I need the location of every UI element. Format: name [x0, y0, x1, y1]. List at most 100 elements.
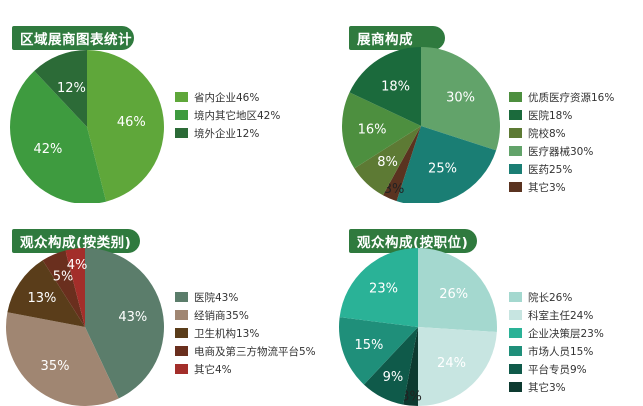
chart-title: 观众构成(按类别): [20, 235, 132, 251]
legend-swatch: [509, 382, 522, 392]
legend-item: 经销商35%: [175, 306, 316, 324]
legend-item: 市场人员15%: [509, 342, 604, 360]
legend-item: 境外企业12%: [175, 124, 280, 142]
legend-swatch: [509, 328, 522, 338]
pie-slice: [85, 248, 165, 399]
legend-label: 境内其它地区42%: [194, 109, 281, 122]
pie-slice: [363, 327, 418, 405]
pie-slice: [42, 250, 85, 327]
legend-swatch: [175, 328, 188, 338]
pie-slice: [10, 70, 107, 203]
legend-label: 平台专员9%: [528, 363, 587, 376]
legend-label: 院长26%: [528, 291, 573, 304]
legend-swatch: [175, 346, 188, 356]
chart-legend: 优质医疗资源16% 医院18% 院校8% 医疗器械30% 医药25% 其它3%: [509, 88, 614, 196]
legend-label: 企业决策层23%: [528, 327, 604, 340]
legend-item: 医药25%: [509, 160, 614, 178]
slice-percent-label: 12%: [57, 81, 86, 96]
pie-slice: [403, 327, 418, 406]
pie-slice: [6, 312, 119, 406]
legend-item: 其它4%: [175, 360, 316, 378]
pie-slice: [65, 248, 85, 327]
legend-label: 市场人员15%: [528, 345, 594, 358]
legend-label: 医疗器械30%: [528, 145, 594, 158]
pie-slice: [87, 50, 164, 202]
pie-slice: [349, 47, 421, 126]
slice-percent-label: 42%: [33, 142, 62, 157]
chart-title: 展商构成: [357, 32, 413, 48]
legend-label: 科室主任24%: [528, 309, 594, 322]
legend-label: 经销商35%: [194, 309, 249, 322]
slice-percent-label: 5%: [53, 270, 74, 285]
legend-swatch: [509, 128, 522, 138]
legend-swatch: [175, 310, 188, 320]
legend-swatch: [175, 364, 188, 374]
legend-swatch: [509, 346, 522, 356]
chart-panel-exhibitors: 展商构成 30% 25% 3% 8% 16% 18% 优质医疗资源16% 医院18% 院校8%…: [321, 0, 642, 203]
slice-percent-label: 24%: [437, 356, 466, 371]
slice-percent-label: 35%: [41, 359, 70, 374]
legend-label: 院校8%: [528, 127, 566, 140]
chart-title-bar: 展商构成: [349, 26, 445, 50]
legend-label: 其它4%: [194, 363, 232, 376]
pie-slice: [382, 126, 421, 202]
legend-swatch: [175, 128, 188, 138]
slice-percent-label: 3%: [384, 182, 405, 197]
slice-percent-label: 4%: [67, 258, 88, 273]
chart-panel-region: 区域展商图表统计 46% 42% 12% 省内企业46% 境内其它地区42% 境外企业1…: [0, 0, 321, 203]
pie-slice: [421, 47, 500, 151]
slice-percent-label: 26%: [439, 287, 468, 302]
chart-legend: 院长26% 科室主任24% 企业决策层23% 市场人员15% 平台专员9% 其它3%: [509, 288, 604, 396]
chart-panel-visitors-position: 观众构成(按职位) 26% 24% 3% 9% 15% 23% 院长26% 科室主任24% 企…: [321, 203, 642, 406]
slice-percent-label: 8%: [377, 155, 398, 170]
chart-title-bar: 观众构成(按职位): [349, 229, 477, 253]
chart-legend: 省内企业46% 境内其它地区42% 境外企业12%: [175, 88, 280, 142]
pie-slice: [34, 50, 87, 127]
pie-slice: [339, 248, 418, 327]
slice-percent-label: 16%: [358, 123, 387, 138]
pie-slice: [338, 317, 418, 385]
legend-label: 医药25%: [528, 163, 573, 176]
legend-label: 优质医疗资源16%: [528, 91, 615, 104]
legend-item: 科室主任24%: [509, 306, 604, 324]
legend-swatch: [175, 292, 188, 302]
legend-label: 卫生机构13%: [194, 327, 260, 340]
pie-slice: [354, 126, 421, 196]
legend-swatch: [175, 92, 188, 102]
chart-title-bar: 区域展商图表统计: [12, 26, 134, 50]
slice-percent-label: 3%: [401, 390, 422, 405]
legend-item: 医院43%: [175, 288, 316, 306]
slice-percent-label: 46%: [117, 115, 146, 130]
legend-item: 卫生机构13%: [175, 324, 316, 342]
legend-label: 医院43%: [194, 291, 239, 304]
legend-swatch: [509, 310, 522, 320]
slice-percent-label: 15%: [354, 338, 383, 353]
legend-label: 医院18%: [528, 109, 573, 122]
pie-slice: [7, 260, 85, 327]
pie-chart: 46% 42% 12%: [10, 50, 164, 203]
legend-item: 其它3%: [509, 178, 614, 196]
slice-percent-label: 13%: [27, 291, 56, 306]
slice-percent-label: 43%: [118, 310, 147, 325]
slice-percent-label: 30%: [446, 91, 475, 106]
legend-item: 院长26%: [509, 288, 604, 306]
legend-item: 优质医疗资源16%: [509, 88, 614, 106]
pie-chart: 43% 35% 13% 5%4%: [6, 248, 165, 406]
legend-label: 其它3%: [528, 381, 566, 394]
legend-item: 医疗器械30%: [509, 142, 614, 160]
legend-swatch: [175, 110, 188, 120]
slice-percent-label: 25%: [428, 162, 457, 177]
chart-panel-visitors-category: 观众构成(按类别) 43% 35% 13% 5% 4% 医院43% 经销商35% 卫生机构1…: [0, 203, 321, 406]
legend-swatch: [509, 182, 522, 192]
legend-item: 平台专员9%: [509, 360, 604, 378]
pie-chart: 30% 25% 3% 8% 16% 18%: [342, 47, 500, 203]
legend-swatch: [509, 92, 522, 102]
legend-label: 省内企业46%: [194, 91, 260, 104]
chart-title: 区域展商图表统计: [20, 32, 132, 48]
legend-swatch: [509, 292, 522, 302]
legend-swatch: [509, 110, 522, 120]
legend-item: 其它3%: [509, 378, 604, 396]
legend-swatch: [509, 164, 522, 174]
slice-percent-label: 23%: [369, 281, 398, 296]
legend-item: 电商及第三方物流平台5%: [175, 342, 316, 360]
